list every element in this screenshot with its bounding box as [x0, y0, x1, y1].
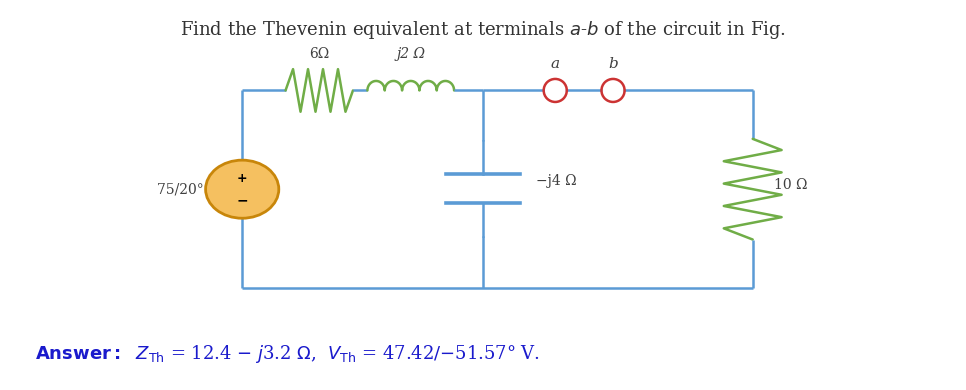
- Text: −: −: [237, 193, 248, 207]
- Text: $\mathbf{Answer:}$  $Z_{\mathrm{Th}}$ = 12.4 $-$ $j$3.2 $\Omega$,  $V_{\mathrm{T: $\mathbf{Answer:}$ $Z_{\mathrm{Th}}$ = 1…: [35, 343, 540, 365]
- Text: 6Ω: 6Ω: [309, 48, 329, 61]
- Ellipse shape: [206, 160, 279, 218]
- Text: 75​/20° V: 75​/20° V: [157, 182, 218, 196]
- Text: j2 Ω: j2 Ω: [396, 48, 425, 61]
- Circle shape: [603, 81, 623, 100]
- Text: Find the Thevenin equivalent at terminals $a$-$b$ of the circuit in Fig.: Find the Thevenin equivalent at terminal…: [180, 19, 786, 41]
- Text: +: +: [237, 172, 247, 184]
- Text: −j4 Ω: −j4 Ω: [536, 174, 577, 188]
- Circle shape: [546, 81, 565, 100]
- Text: a: a: [551, 57, 560, 71]
- Text: b: b: [609, 57, 618, 71]
- Text: 10 Ω: 10 Ω: [774, 178, 808, 192]
